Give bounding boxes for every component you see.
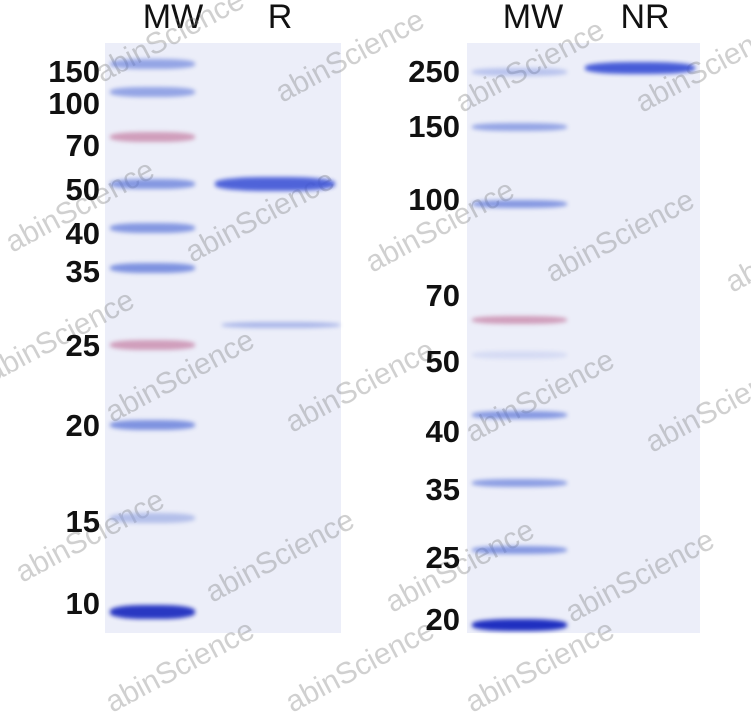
- marker-label-right: 40: [425, 414, 460, 449]
- marker-band-left: [110, 132, 195, 142]
- marker-band-right: [472, 316, 567, 324]
- marker-label-left: 40: [65, 216, 100, 251]
- sample-band-non-reduced: [585, 62, 695, 74]
- marker-label-left: 50: [65, 172, 100, 207]
- marker-label-right: 100: [408, 182, 460, 217]
- marker-band-right: [472, 351, 567, 359]
- marker-band-left: [110, 59, 195, 69]
- lane-title-non-reduced: NR: [620, 0, 670, 36]
- marker-label-right: 35: [425, 472, 460, 507]
- marker-label-left: 10: [65, 586, 100, 621]
- marker-band-left: [110, 513, 195, 523]
- marker-band-left: [110, 87, 195, 97]
- marker-label-right: 250: [408, 54, 460, 89]
- marker-band-left: [110, 179, 195, 189]
- marker-label-left: 150: [48, 54, 100, 89]
- marker-label-left: 100: [48, 86, 100, 121]
- sample-band-reduced-light: [222, 322, 340, 328]
- lane-title-mw-left: MW: [142, 0, 204, 36]
- sample-band-reduced-heavy: [215, 177, 335, 191]
- marker-label-right: 150: [408, 109, 460, 144]
- marker-label-right: 70: [425, 278, 460, 313]
- marker-band-left: [110, 223, 195, 233]
- lane-title-mw-right: MW: [502, 0, 564, 36]
- marker-band-left: [110, 420, 195, 430]
- marker-band-right: [472, 200, 567, 208]
- marker-label-left: 25: [65, 328, 100, 363]
- marker-band-right: [472, 68, 567, 76]
- marker-band-right: [472, 479, 567, 487]
- right-gel-image: [467, 43, 700, 633]
- marker-label-left: 20: [65, 408, 100, 443]
- marker-label-right: 25: [425, 540, 460, 575]
- marker-label-left: 70: [65, 128, 100, 163]
- marker-label-right: 20: [425, 602, 460, 637]
- marker-band-right: [472, 123, 567, 131]
- marker-band-left: [110, 340, 195, 350]
- marker-band-left: [110, 263, 195, 273]
- marker-band-right: [472, 546, 567, 554]
- marker-band-left: [110, 605, 195, 619]
- marker-label-right: 50: [425, 344, 460, 379]
- marker-band-right: [472, 619, 567, 631]
- marker-label-left: 35: [65, 254, 100, 289]
- watermark-text: abinScience: [720, 193, 751, 300]
- marker-band-right: [472, 411, 567, 419]
- lane-title-reduced: R: [267, 0, 293, 36]
- marker-label-left: 15: [65, 504, 100, 539]
